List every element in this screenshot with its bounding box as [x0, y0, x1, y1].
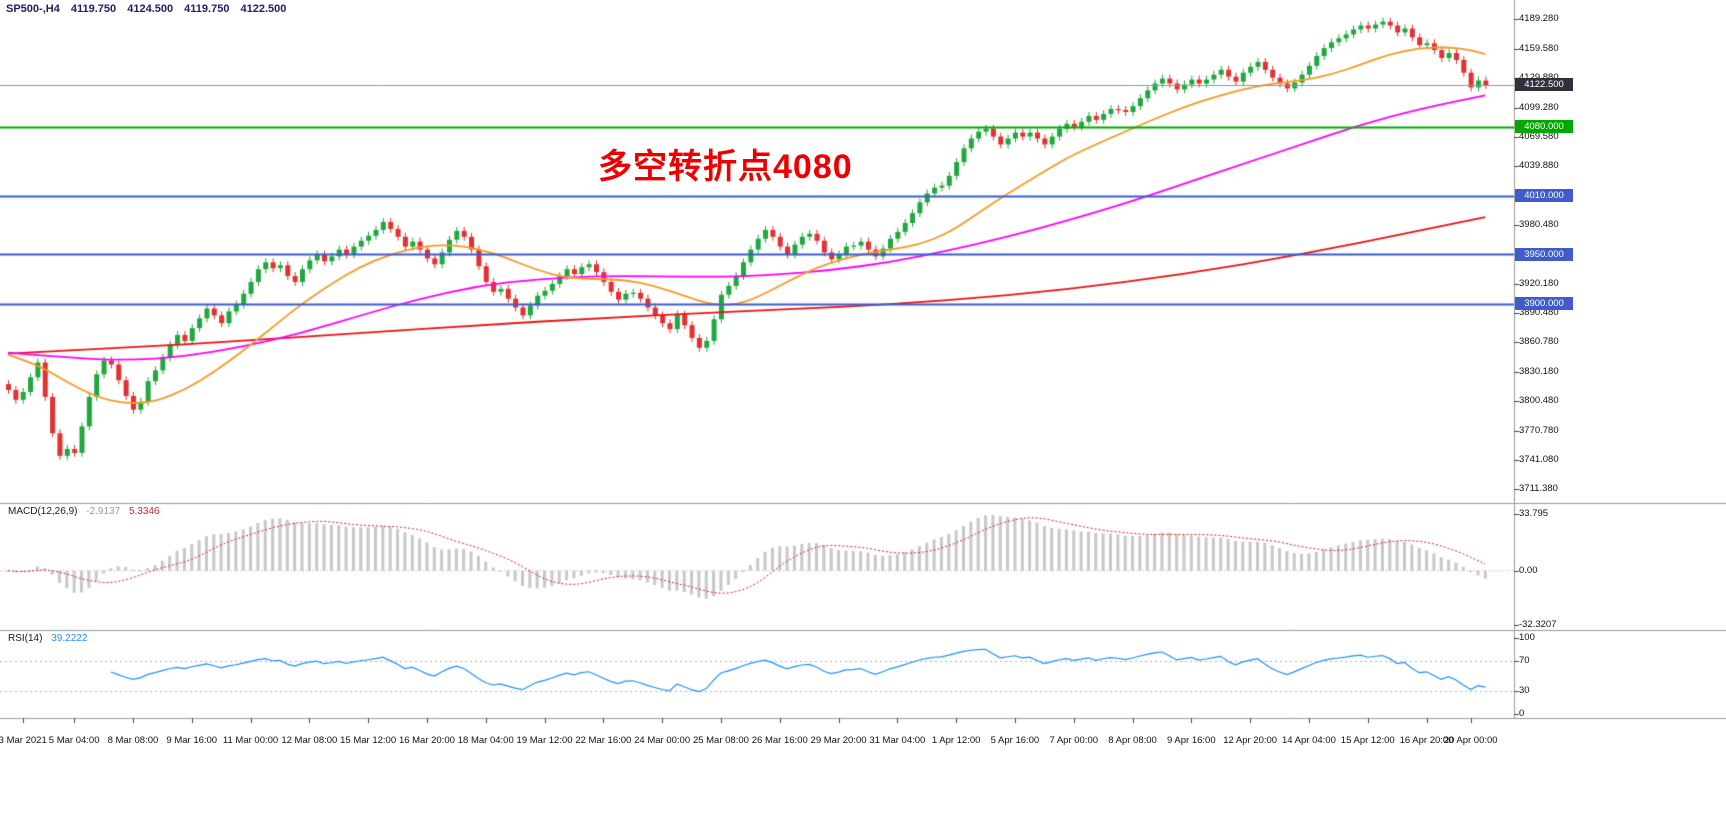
price-tick-label: 4099.280 [1519, 101, 1559, 113]
price-tick-label: 4189.280 [1519, 13, 1559, 25]
rsi-indicator-label: RSI(14) 39.2222 [8, 633, 87, 644]
macd-tick-label: 0.00 [1519, 564, 1538, 576]
time-tick-label: 5 Mar 04:00 [48, 735, 100, 746]
price-tick-label: 3711.380 [1519, 482, 1558, 494]
price-tick-label: 3920.180 [1519, 277, 1559, 289]
price-tick-label: 3800.480 [1519, 395, 1559, 407]
price-tick-label: 3860.780 [1519, 336, 1559, 348]
time-tick-label: 26 Mar 16:00 [751, 735, 808, 746]
time-tick-label: 16 Apr 20:00 [1399, 735, 1454, 746]
symbol-timeframe-label: SP500-,H4 [6, 3, 60, 15]
price-tick-label: 3980.480 [1519, 218, 1559, 230]
time-tick-label: 8 Mar 08:00 [107, 735, 159, 746]
time-tick-label: 3 Mar 2021 [0, 735, 47, 746]
rsi-tick-label: 30 [1519, 685, 1530, 697]
price-tick-label: 3770.780 [1519, 424, 1559, 436]
price-tick-label: 3830.180 [1519, 366, 1559, 378]
time-tick-label: 16 Mar 20:00 [398, 735, 455, 746]
time-tick-label: 15 Apr 12:00 [1340, 735, 1395, 746]
time-tick-label: 1 Apr 12:00 [931, 735, 981, 746]
time-tick-label: 9 Mar 16:00 [166, 735, 218, 746]
rsi-tick-label: 100 [1519, 631, 1535, 643]
rsi-tick-label: 70 [1519, 654, 1530, 666]
macd-name: MACD(12,26,9) [8, 506, 78, 517]
time-tick-label: 12 Mar 08:00 [281, 735, 338, 746]
open-price-value: 4119.750 [70, 3, 117, 15]
low-price-value: 4119.750 [184, 3, 230, 15]
macd-tick-label: 33.795 [1519, 507, 1549, 519]
time-scale[interactable]: 3 Mar 2021 5 Mar 04:00 8 Mar 08:00 9 Mar 16… [0, 718, 1726, 758]
close-price-value: 4122.500 [240, 3, 287, 15]
price-tick-label: 3741.080 [1519, 453, 1559, 465]
macd-tick-label: -32.3207 [1519, 619, 1557, 631]
price-badge-4122.5: 4122.500 [1515, 78, 1573, 92]
rsi-name: RSI(14) [8, 633, 43, 644]
price-tick-label: 4129.880 [1519, 71, 1559, 83]
high-price-value: 4124.500 [127, 3, 174, 15]
price-badge-3950: 3950.000 [1515, 247, 1573, 261]
time-tick-label: 15 Mar 12:00 [340, 735, 397, 746]
macd-main-value: -2.9137 [86, 506, 121, 517]
price-tick-label: 4159.580 [1519, 42, 1559, 54]
time-tick-label: 25 Mar 08:00 [692, 735, 749, 746]
time-tick-label: 5 Apr 16:00 [990, 735, 1040, 746]
rsi-tick-label: 0 [1519, 708, 1525, 720]
price-scale[interactable]: 4189.280 4159.580 4129.880 4099.280 4069.580… [1514, 0, 1726, 720]
time-tick-label: 29 Mar 20:00 [810, 735, 867, 746]
price-tick-label: 4039.880 [1519, 160, 1559, 172]
macd-indicator-label: MACD(12,26,9) -2.9137 5.3346 [8, 506, 160, 517]
time-tick-label: 12 Apr 20:00 [1223, 735, 1278, 746]
time-tick-label: 24 Mar 00:00 [634, 735, 691, 746]
price-tick-label: 3890.480 [1519, 306, 1559, 318]
time-tick-label: 20 Apr 00:00 [1443, 735, 1498, 746]
annotation-text[interactable]: 多空转折点4080 [598, 148, 853, 186]
price-tick-label: 4069.580 [1519, 130, 1559, 142]
price-badge-4080: 4080.000 [1515, 120, 1573, 134]
time-tick-label: 22 Mar 16:00 [575, 735, 632, 746]
time-tick-label: 11 Mar 00:00 [222, 735, 279, 746]
time-tick-label: 18 Mar 04:00 [457, 735, 514, 746]
time-tick-label: 7 Apr 00:00 [1049, 735, 1099, 746]
time-tick-label: 8 Apr 08:00 [1108, 735, 1157, 746]
rsi-current-value: 39.2222 [51, 633, 88, 644]
time-tick-label: 31 Mar 04:00 [869, 735, 926, 746]
time-tick-label: 9 Apr 16:00 [1167, 735, 1216, 746]
macd-signal-value: 5.3346 [128, 506, 160, 517]
chart-header: SP500-,H4 4119.750 4124.500 4119.750 412… [6, 3, 286, 15]
price-badge-4010: 4010.000 [1515, 189, 1573, 202]
price-badge-3900: 3900.000 [1515, 297, 1573, 311]
time-tick-label: 14 Apr 04:00 [1281, 735, 1336, 746]
time-tick-label: 19 Mar 12:00 [516, 735, 573, 746]
